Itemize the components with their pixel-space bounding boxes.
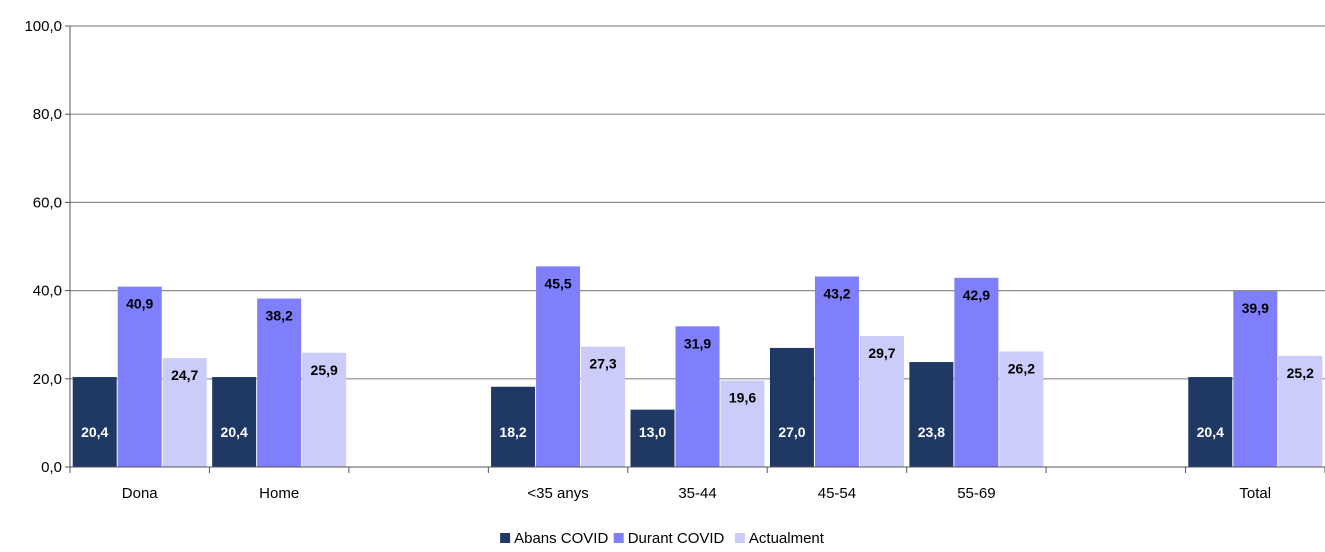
- bar-value-label: 25,2: [1287, 365, 1314, 381]
- bar-value-label: 27,0: [778, 424, 805, 440]
- bars: [72, 266, 1323, 467]
- bar-value-label: 19,6: [729, 390, 756, 406]
- x-tick-label: 35-44: [678, 485, 716, 502]
- bar: [909, 362, 954, 467]
- bar-value-label: 20,4: [1197, 424, 1224, 440]
- x-tick-label: Total: [1239, 485, 1271, 502]
- bar: [302, 352, 347, 467]
- x-tick-label: 45-54: [818, 485, 856, 502]
- bar-value-label: 20,4: [221, 424, 248, 440]
- bar-value-label: 13,0: [639, 424, 666, 440]
- bar: [720, 380, 765, 467]
- bar-value-label: 31,9: [684, 335, 711, 351]
- y-tick-label: 0,0: [41, 459, 62, 476]
- legend-label: Actualment: [749, 530, 825, 547]
- bar: [814, 276, 859, 467]
- bar: [536, 266, 581, 467]
- x-tick-label: 55-69: [957, 485, 995, 502]
- bar-value-label: 25,9: [311, 362, 338, 378]
- bar-value-label: 27,3: [589, 356, 616, 372]
- bar-value-label: 18,2: [499, 424, 526, 440]
- bar: [1278, 355, 1323, 467]
- bar-value-label: 43,2: [823, 285, 850, 301]
- axes: 0,0 20,0 40,0 60,0 80,0 100,0 Dona Home <35 anys…: [24, 18, 1325, 502]
- bar-value-label: 23,8: [918, 424, 945, 440]
- bar-value-label: 40,9: [126, 296, 153, 312]
- bar-value-label: 38,2: [266, 308, 293, 324]
- data-labels: 20,4 40,9 24,7 20,4 38,2 25,9 18,2 45,5 27,3 13,0…: [81, 275, 1314, 440]
- x-tick-label: Home: [259, 485, 299, 502]
- legend-label: Durant COVID: [628, 530, 725, 547]
- y-tick-label: 100,0: [24, 18, 62, 35]
- bar: [257, 298, 302, 467]
- bar-value-label: 20,4: [81, 424, 108, 440]
- y-tick-label: 20,0: [33, 371, 62, 388]
- bar: [162, 358, 207, 467]
- bar: [72, 377, 117, 467]
- bar-value-label: 24,7: [171, 367, 198, 383]
- legend-label: Abans COVID: [514, 530, 608, 547]
- y-tick-label: 60,0: [33, 194, 62, 211]
- bar: [1188, 377, 1233, 467]
- y-tick-label: 40,0: [33, 283, 62, 300]
- bar: [117, 286, 162, 467]
- legend-swatch: [613, 533, 624, 543]
- bar: [581, 346, 626, 467]
- bar: [212, 377, 257, 467]
- bar: [675, 326, 720, 467]
- bar-value-label: 26,2: [1008, 360, 1035, 376]
- legend-swatch: [734, 533, 745, 543]
- bar: [1233, 291, 1278, 467]
- bar-value-label: 39,9: [1242, 300, 1269, 316]
- legend: Abans COVID Durant COVID Actualment: [500, 530, 825, 547]
- bar: [769, 347, 814, 467]
- gridlines: [70, 25, 1325, 380]
- bar: [491, 386, 536, 467]
- bar: [859, 336, 904, 467]
- bar: [999, 351, 1044, 467]
- bar-value-label: 45,5: [544, 275, 571, 291]
- y-tick-label: 80,0: [33, 106, 62, 123]
- x-tick-label: <35 anys: [527, 485, 588, 502]
- bar: [954, 277, 999, 467]
- bar-value-label: 42,9: [963, 287, 990, 303]
- x-tick-label: Dona: [122, 485, 159, 502]
- bar-value-label: 29,7: [868, 345, 895, 361]
- legend-swatch: [500, 533, 511, 543]
- bar: [630, 409, 675, 467]
